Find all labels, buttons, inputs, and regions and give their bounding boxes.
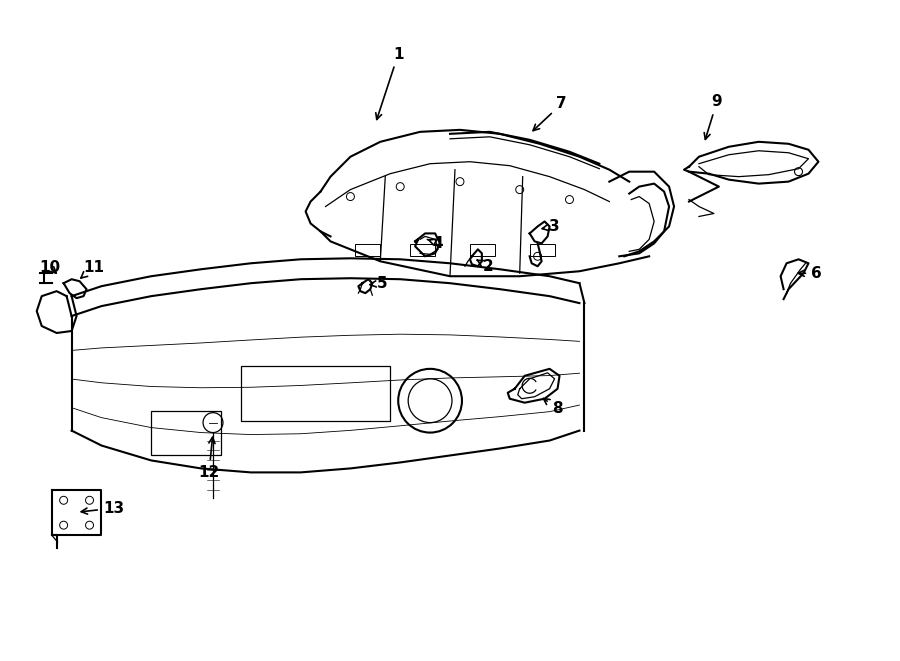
Text: 9: 9 (704, 95, 722, 139)
Text: 6: 6 (798, 266, 822, 281)
Text: 13: 13 (81, 501, 124, 516)
Text: 4: 4 (428, 236, 444, 251)
Text: 12: 12 (198, 437, 220, 480)
Text: 10: 10 (39, 260, 60, 275)
Text: 2: 2 (477, 258, 493, 274)
Text: 7: 7 (533, 97, 567, 131)
Text: 1: 1 (376, 47, 403, 120)
Text: 3: 3 (542, 219, 560, 234)
Text: 5: 5 (370, 276, 388, 291)
Text: 8: 8 (544, 399, 562, 416)
Text: 11: 11 (81, 260, 104, 278)
